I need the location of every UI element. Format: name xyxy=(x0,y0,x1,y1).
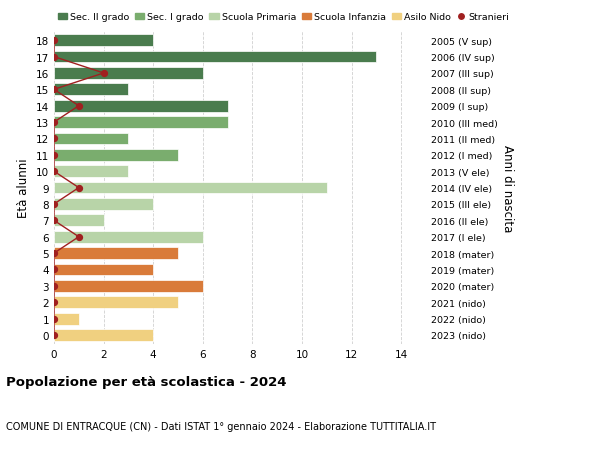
Point xyxy=(49,217,59,224)
Point xyxy=(49,299,59,306)
Bar xyxy=(54,84,128,96)
Point xyxy=(49,250,59,257)
Bar xyxy=(54,280,203,292)
Point xyxy=(49,168,59,175)
Legend: Sec. II grado, Sec. I grado, Scuola Primaria, Scuola Infanzia, Asilo Nido, Stran: Sec. II grado, Sec. I grado, Scuola Prim… xyxy=(54,9,514,26)
Bar xyxy=(54,166,128,178)
Bar xyxy=(54,330,153,341)
Bar xyxy=(54,264,153,276)
Point xyxy=(99,70,109,78)
Point xyxy=(49,201,59,208)
Bar xyxy=(54,313,79,325)
Y-axis label: Anni di nascita: Anni di nascita xyxy=(502,145,514,232)
Y-axis label: Età alunni: Età alunni xyxy=(17,158,31,218)
Point xyxy=(49,331,59,339)
Bar xyxy=(54,231,203,243)
Bar xyxy=(54,215,104,227)
Point xyxy=(49,38,59,45)
Bar xyxy=(54,51,376,63)
Point xyxy=(49,54,59,61)
Bar xyxy=(54,133,128,145)
Point xyxy=(74,234,83,241)
Bar xyxy=(54,150,178,162)
Point xyxy=(49,86,59,94)
Bar xyxy=(54,248,178,259)
Bar xyxy=(54,117,227,129)
Point xyxy=(74,185,83,192)
Point xyxy=(49,119,59,127)
Point xyxy=(49,266,59,274)
Bar xyxy=(54,68,203,80)
Point xyxy=(49,135,59,143)
Bar xyxy=(54,297,178,308)
Bar xyxy=(54,182,327,194)
Bar xyxy=(54,199,153,210)
Point xyxy=(49,152,59,159)
Bar xyxy=(54,101,227,112)
Point xyxy=(74,103,83,110)
Text: Popolazione per età scolastica - 2024: Popolazione per età scolastica - 2024 xyxy=(6,375,287,388)
Bar xyxy=(54,35,153,47)
Text: COMUNE DI ENTRACQUE (CN) - Dati ISTAT 1° gennaio 2024 - Elaborazione TUTTITALIA.: COMUNE DI ENTRACQUE (CN) - Dati ISTAT 1°… xyxy=(6,421,436,431)
Point xyxy=(49,283,59,290)
Point xyxy=(49,315,59,323)
